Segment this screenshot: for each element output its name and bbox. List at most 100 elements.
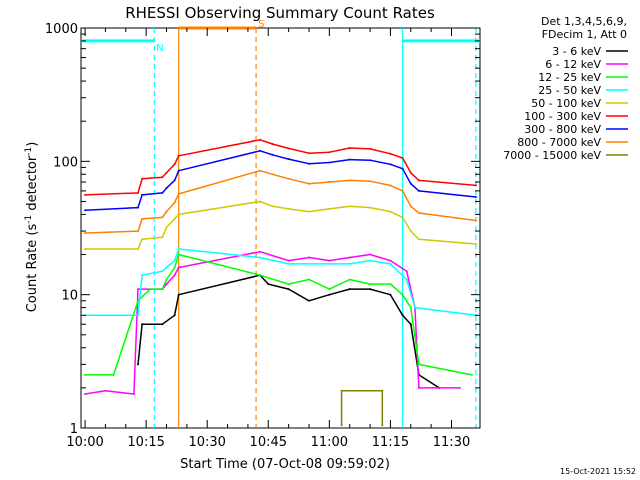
series-3-point-13 <box>405 278 408 281</box>
series-6-point-18 <box>474 196 477 198</box>
legend-label-5: 100 - 300 keV <box>524 110 601 123</box>
series-5-point-5 <box>173 163 176 166</box>
legend-header-line-2: FDecim 1, Att 0 <box>542 28 627 41</box>
series-6-point-1 <box>137 206 139 209</box>
series-3-point-4 <box>165 266 168 269</box>
series-4-point-18 <box>474 243 477 245</box>
series-1-point-3 <box>137 288 139 291</box>
series-6-point-5 <box>173 179 176 182</box>
series-6-point-2 <box>141 193 144 196</box>
series-2-point-16 <box>409 306 412 309</box>
legend-label-7: 800 - 7000 keV <box>517 136 601 149</box>
legend-label-2: 12 - 25 keV <box>538 71 601 84</box>
series-2-point-14 <box>389 283 392 286</box>
series-2-point-15 <box>401 293 404 296</box>
series-4-point-2 <box>141 238 144 241</box>
series-3-point-3 <box>161 270 164 273</box>
series-line-8 <box>340 390 384 426</box>
series-5-point-0 <box>84 193 87 196</box>
series-2-point-18 <box>470 373 473 376</box>
series-4-point-5 <box>173 217 176 220</box>
series-4-point-12 <box>348 205 351 208</box>
series-5-point-7 <box>259 138 262 141</box>
series-5-point-13 <box>369 147 372 150</box>
series-6-point-7 <box>259 149 262 152</box>
series-0-point-7 <box>287 288 290 291</box>
series-0-point-1 <box>141 323 144 326</box>
annotation-flag-label-0: N <box>156 43 163 54</box>
series-2-point-9 <box>287 283 290 286</box>
series-7-point-15 <box>401 189 404 192</box>
series-8-point-1 <box>340 389 343 392</box>
series-0-point-0 <box>137 363 139 366</box>
chart-title: RHESSI Observing Summary Count Rates <box>125 4 435 22</box>
series-7-point-1 <box>137 230 139 233</box>
series-1-point-14 <box>389 259 392 262</box>
series-6-point-9 <box>287 158 290 161</box>
series-5-point-12 <box>348 147 351 149</box>
series-5-point-6 <box>177 154 180 157</box>
series-2-point-7 <box>177 253 180 256</box>
x-axis: 10:00 10:15 10:30 10:45 11:00 11:15 11:30 <box>66 28 470 450</box>
series-7-point-8 <box>271 173 274 176</box>
x-tick-label-4: 11:00 <box>311 435 348 450</box>
x-tick-label-1: 10:15 <box>127 435 164 450</box>
series-6-point-8 <box>271 153 274 156</box>
series-7-point-14 <box>389 184 392 187</box>
series-2-point-13 <box>369 283 372 286</box>
series-5-point-2 <box>141 177 144 180</box>
series-5-point-17 <box>417 179 420 182</box>
series-1-point-11 <box>328 259 331 262</box>
legend-label-3: 25 - 50 keV <box>538 84 601 97</box>
y-axis-label: Count Rate (s-1 detector-1) <box>24 142 40 313</box>
series-4-point-13 <box>369 206 372 209</box>
series-7-point-2 <box>141 217 144 220</box>
series-6-point-11 <box>328 161 331 164</box>
series-5-point-1 <box>137 191 139 194</box>
series-7-point-9 <box>287 177 290 180</box>
series-4-point-16 <box>409 230 412 233</box>
series-6-point-17 <box>417 189 420 192</box>
series-line-3 <box>85 248 476 317</box>
series-3-point-7 <box>259 256 262 259</box>
series-2-point-1 <box>112 373 115 376</box>
series-6-point-15 <box>401 167 404 170</box>
series-7-point-16 <box>409 205 412 208</box>
legend-label-4: 50 - 100 keV <box>531 97 601 110</box>
series-1-point-12 <box>348 256 351 259</box>
series-6-point-16 <box>409 182 412 185</box>
series-0-point-14 <box>409 323 412 326</box>
series-4-point-3 <box>161 236 164 239</box>
series-7-point-17 <box>417 212 420 214</box>
series-4-point-14 <box>389 210 392 213</box>
series-4-point-10 <box>308 210 310 213</box>
series-3-point-10 <box>348 262 351 265</box>
series-2-point-4 <box>161 288 164 291</box>
series-0-point-9 <box>328 293 331 296</box>
series-1-point-5 <box>165 283 168 286</box>
series-2-point-10 <box>308 278 310 281</box>
series-2-point-0 <box>84 373 87 376</box>
series-7-point-11 <box>328 181 331 183</box>
series-8-point-2 <box>381 389 384 392</box>
series-1-point-2 <box>132 393 135 395</box>
series-1-point-0 <box>84 393 87 395</box>
series-7-point-0 <box>84 232 87 234</box>
plot-frame <box>80 27 481 429</box>
series-2-point-8 <box>259 274 262 277</box>
y-tick-label-1: 10 <box>61 289 78 304</box>
legend-header-line-1: Det 1,3,4,5,6,9, <box>541 15 627 28</box>
series-4-point-8 <box>271 205 274 208</box>
x-tick-label-0: 10:00 <box>66 435 103 450</box>
series-5-point-4 <box>165 171 168 174</box>
legend-label-1: 6 - 12 keV <box>545 58 601 71</box>
series-5-point-15 <box>401 157 404 159</box>
series-7-point-3 <box>161 216 164 219</box>
annotation-flag-label-2: S <box>258 19 264 30</box>
series-3-point-14 <box>413 306 416 309</box>
series-5-point-8 <box>271 143 274 145</box>
series-5-point-3 <box>161 176 164 179</box>
series-4-point-15 <box>401 216 404 219</box>
series-2-point-17 <box>417 363 420 366</box>
